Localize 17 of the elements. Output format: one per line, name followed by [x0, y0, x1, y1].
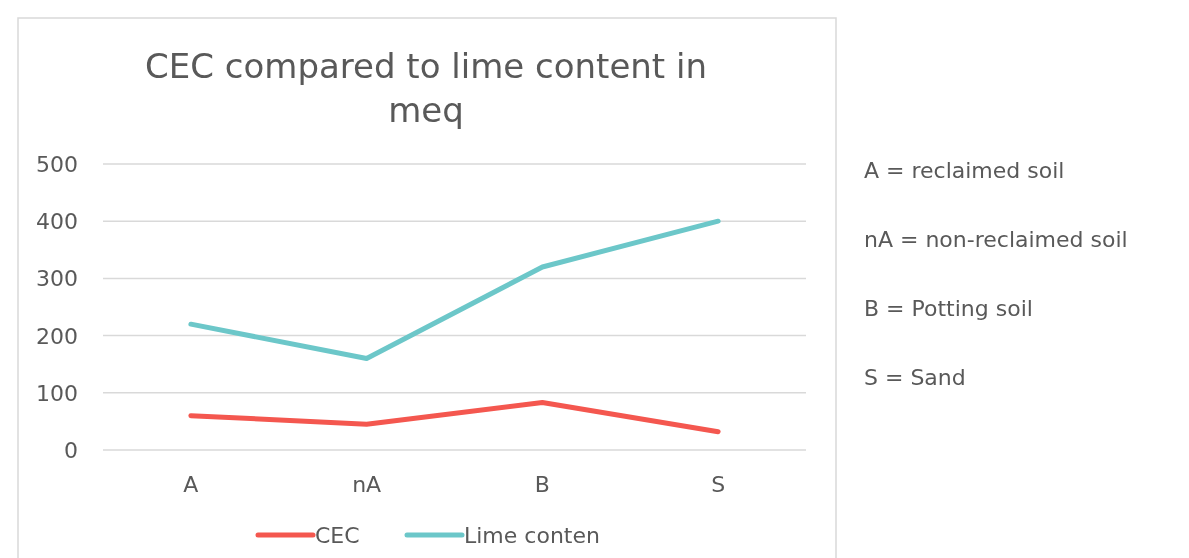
y-tick-label: 500	[36, 152, 78, 177]
y-tick-label: 200	[36, 323, 78, 349]
text: A = reclaimed soil	[864, 158, 1065, 183]
y-tick-label: 300	[36, 266, 78, 292]
legend-label: CEC	[315, 523, 360, 548]
text: B = Potting soil	[864, 296, 1033, 321]
x-tick-label: B	[534, 472, 550, 497]
y-tick-label: 400	[36, 209, 78, 235]
y-tick-label: 0	[64, 438, 78, 463]
y-tick-label: 100	[36, 380, 78, 406]
text: nA = non-reclaimed soil	[864, 227, 1128, 252]
text: S = Sand	[864, 365, 966, 390]
chart-title: CEC compared to lime content in meq	[145, 46, 707, 130]
x-tick-label: S	[711, 472, 726, 497]
legend-label: Lime conten	[464, 523, 600, 548]
x-tick-label: A	[183, 472, 199, 497]
x-tick-label: nA	[352, 472, 382, 497]
